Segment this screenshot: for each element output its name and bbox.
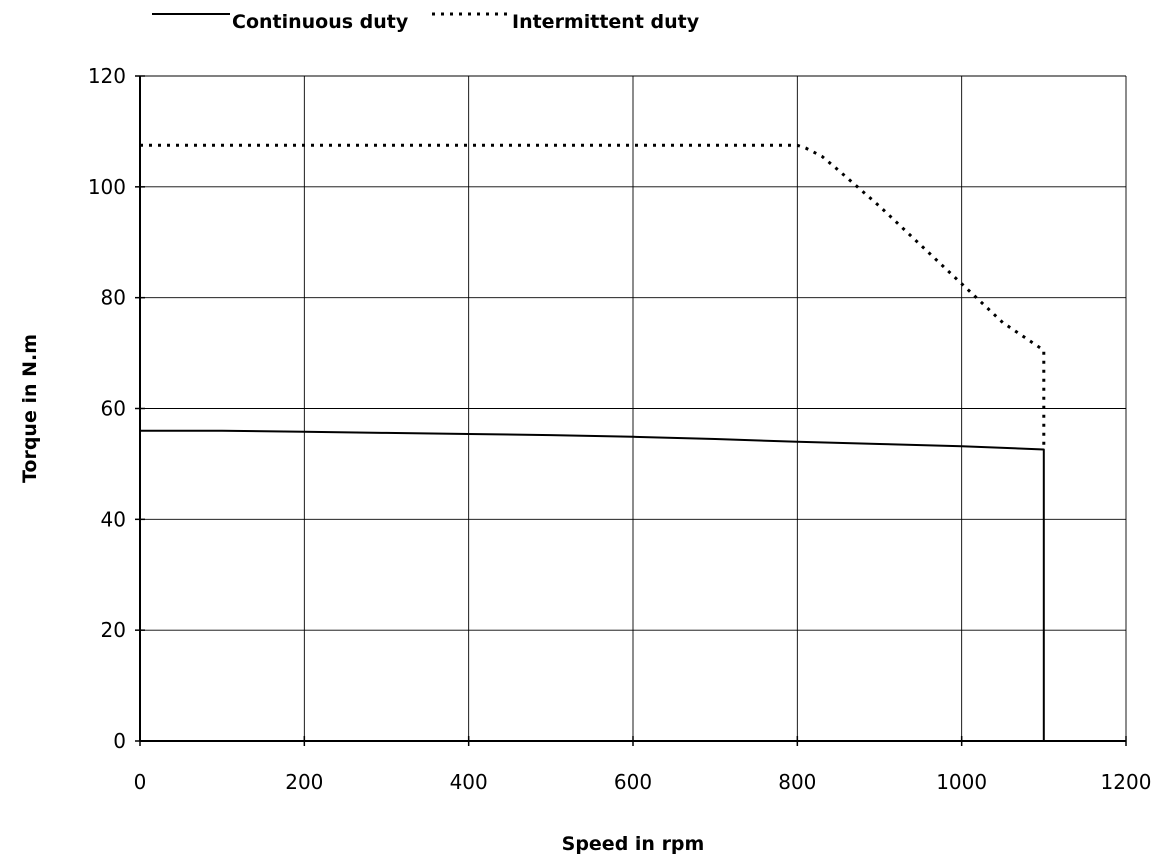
axis-layer [135,75,1127,746]
y-tick-label: 60 [101,397,126,421]
y-tick-label: 80 [101,286,126,310]
x-tick-label: 0 [134,770,147,794]
legend: Continuous duty Intermittent duty [152,11,700,33]
x-tick-label: 800 [778,770,816,794]
y-axis-title: Torque in N.m [19,334,41,483]
x-tick-label: 1000 [936,770,987,794]
x-tick-label: 600 [614,770,652,794]
intermittent-duty-line [140,143,1046,450]
series-layer [140,143,1046,741]
y-tick-label: 100 [88,175,126,199]
y-tick-label: 20 [101,618,126,642]
y-tick-label: 0 [113,729,126,753]
continuous-duty-line [140,429,1045,741]
x-tick-label: 1200 [1101,770,1152,794]
grid-layer [140,75,1127,741]
legend-label-intermittent: Intermittent duty [512,11,700,33]
y-tick-label: 40 [101,507,126,531]
x-tick-label: 200 [285,770,323,794]
x-axis-title: Speed in rpm [562,833,705,855]
y-tick-label: 120 [88,64,126,88]
legend-label-continuous: Continuous duty [232,11,409,33]
x-tick-label: 400 [450,770,488,794]
label-layer: 0 200 400 600 800 1000 1200 0 20 40 60 80 100 120 Spee… [19,64,1151,855]
